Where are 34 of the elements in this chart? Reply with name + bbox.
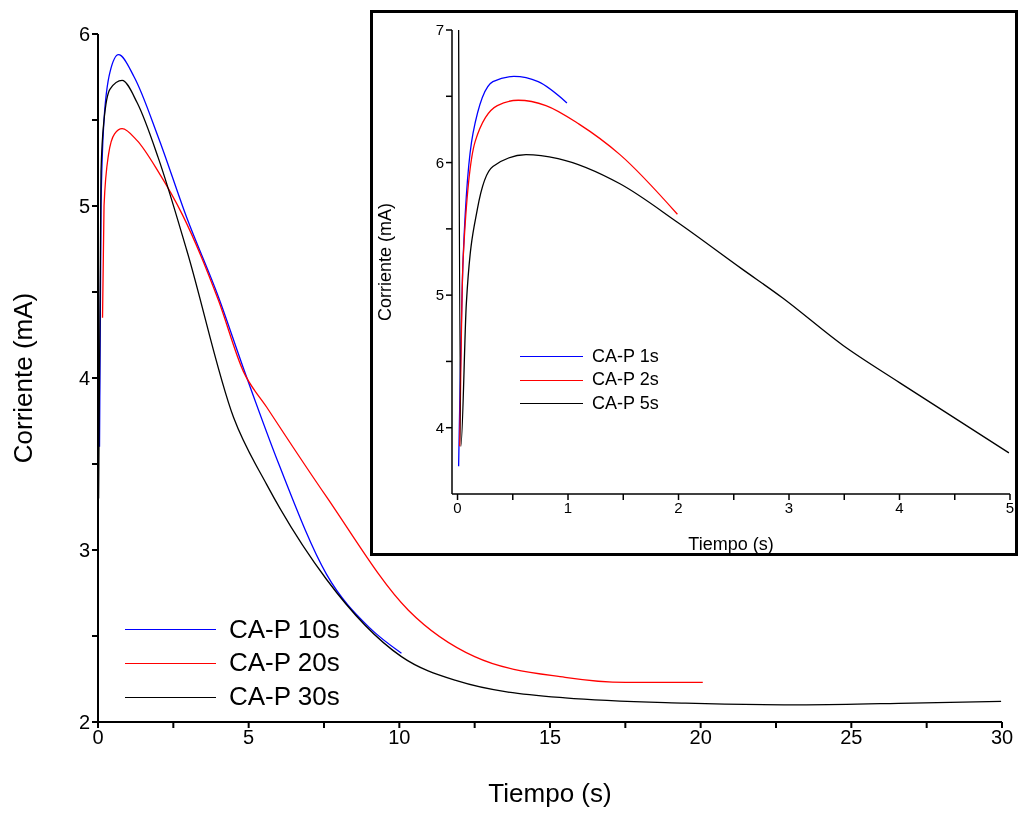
y-tick-label: 5 [78, 195, 90, 218]
legend-label: CA-P 1s [592, 345, 659, 368]
x-tick-label: 10 [388, 726, 411, 749]
y-tick-label: 6 [435, 153, 444, 171]
y-axis-title: Corriente (mA) [8, 292, 39, 464]
legend-label: CA-P 20s [229, 646, 340, 680]
x-tick-label: 4 [895, 498, 904, 516]
x-tick-label: 25 [840, 726, 863, 749]
line-series [457, 30, 1010, 454]
legend-label: CA-P 10s [229, 612, 340, 646]
x-axis-title: Tiempo (s) [688, 534, 774, 554]
x-tick-label: 0 [453, 498, 462, 516]
x-tick-label: 20 [689, 726, 712, 749]
x-tick-label: 15 [538, 726, 562, 749]
y-tick-label: 4 [435, 419, 444, 437]
legend-label: CA-P 2s [592, 368, 659, 392]
x-axis-title: Tiempo (s) [488, 778, 612, 808]
x-tick-label: 1 [563, 498, 573, 516]
x-tick-label: 2 [674, 498, 683, 516]
x-tick-label: 30 [990, 726, 1014, 749]
x-tick-label: 3 [784, 498, 794, 516]
legend-label: CA-P 5s [592, 391, 659, 415]
x-tick-label: 5 [1005, 498, 1015, 516]
x-tick-label: 0 [92, 726, 104, 749]
y-axis-title: Corriente (mA) [375, 202, 396, 322]
line-series [459, 99, 679, 447]
x-tick-label: 5 [243, 726, 255, 749]
y-tick-label: 6 [78, 23, 90, 46]
y-tick-label: 7 [435, 21, 444, 39]
legend-label: CA-P 30s [229, 680, 340, 714]
y-tick-label: 2 [78, 711, 90, 734]
y-tick-label: 4 [78, 367, 90, 390]
y-tick-label: 5 [435, 286, 444, 304]
y-tick-label: 3 [78, 539, 90, 562]
